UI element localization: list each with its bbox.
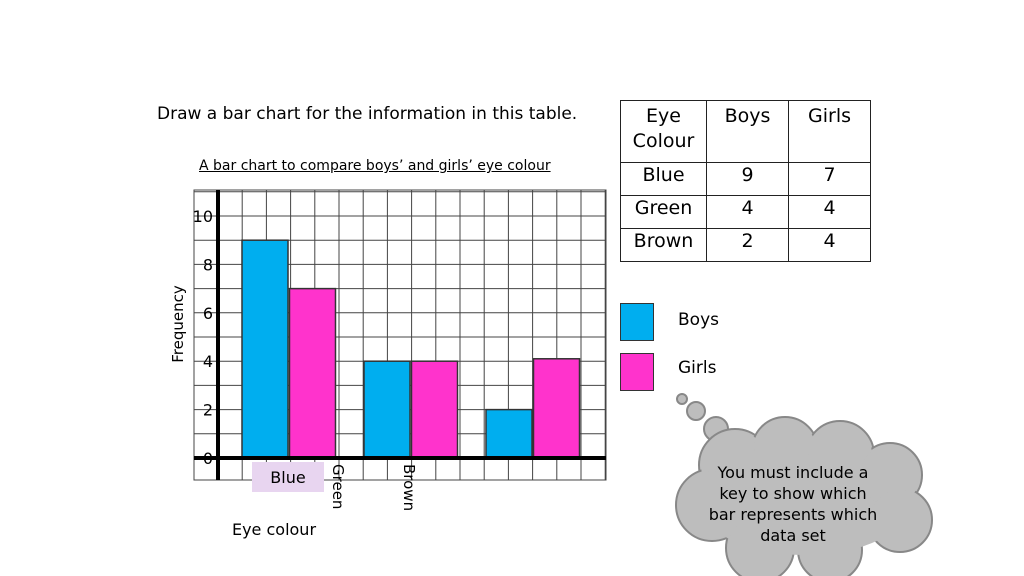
y-axis-label: Frequency (169, 285, 187, 363)
bar-girls-green (410, 360, 459, 459)
y-tick-label: 2 (203, 401, 213, 420)
key-swatch-boys (620, 303, 654, 341)
key-swatch-girls (620, 353, 654, 391)
key-label-girls: Girls (678, 358, 717, 378)
bar-girls-brown (532, 358, 581, 459)
table-cell: Blue (620, 162, 707, 196)
y-tick-label: 8 (203, 255, 213, 274)
bar-boys-blue (241, 239, 289, 459)
table-row: Brown 2 4 (620, 228, 871, 262)
thought-bubble-medium (686, 401, 706, 421)
bar-boys-green (363, 360, 411, 459)
table-cell: 4 (788, 195, 871, 229)
table-cell: 4 (788, 228, 871, 262)
table-cell: 7 (788, 162, 871, 196)
x-tick-label-blue: Blue (270, 468, 305, 487)
thought-bubble-small (676, 393, 688, 405)
x-tick-label-brown: Brown (400, 464, 418, 511)
table-header-cell: Girls (788, 100, 871, 163)
table-cell: 2 (706, 228, 789, 262)
table-cell: 4 (706, 195, 789, 229)
category-highlight (252, 462, 324, 492)
bar-boys-brown (485, 408, 533, 459)
y-tick-label: 0 (203, 449, 213, 468)
table-cell: Brown (620, 228, 707, 262)
data-table: Eye Colour Boys Girls Blue 9 7 Green 4 4… (620, 100, 871, 262)
y-tick-label: 6 (203, 304, 213, 323)
bar-girls-blue (288, 287, 337, 459)
table-row: Green 4 4 (620, 195, 871, 229)
table-header-cell: Eye Colour (620, 100, 707, 163)
table-header-row: Eye Colour Boys Girls (620, 100, 871, 163)
chart-title: A bar chart to compare boys’ and girls’ … (199, 158, 551, 174)
x-axis-label: Eye colour (232, 520, 316, 539)
key-label-boys: Boys (678, 310, 719, 330)
instruction-text: Draw a bar chart for the information in … (157, 104, 578, 124)
table-cell: 9 (706, 162, 789, 196)
cloud-callout-text: You must include a key to show which bar… (708, 463, 878, 545)
table-header-cell: Boys (706, 100, 789, 163)
thought-bubble-large (703, 416, 729, 442)
table-row: Blue 9 7 (620, 162, 871, 196)
table-cell: Green (620, 195, 707, 229)
x-tick-label-green: Green (329, 464, 347, 509)
grid-frame (193, 189, 607, 481)
y-tick-label: 4 (203, 352, 213, 371)
y-tick-label: 10 (193, 207, 213, 226)
